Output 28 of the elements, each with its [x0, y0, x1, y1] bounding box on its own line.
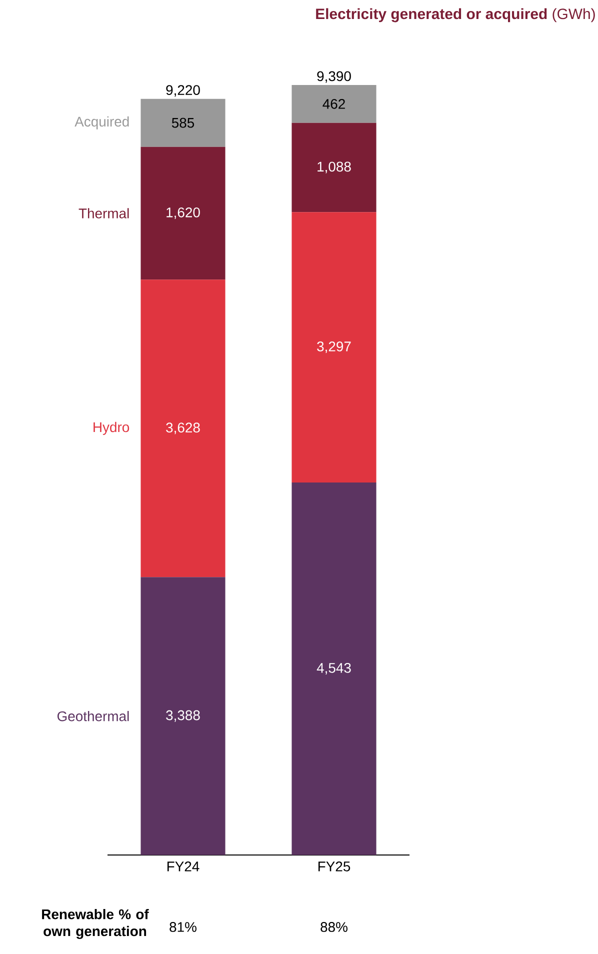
- data-label: 1,620: [166, 207, 200, 220]
- data-label: 3,628: [166, 422, 200, 434]
- data-label: 462: [322, 98, 345, 109]
- text: 81%: [170, 922, 196, 932]
- data-label: 3,297: [317, 342, 351, 354]
- total-label: 9,390: [317, 71, 351, 83]
- bar: [140, 146, 226, 280]
- series-label: Geothermal: [57, 710, 129, 722]
- series-label: Thermal: [78, 208, 129, 218]
- x-tick-label: FY24: [167, 862, 200, 872]
- text: Renewable % of own generation: [42, 908, 149, 939]
- bar: [292, 482, 376, 855]
- bar: [292, 84, 376, 123]
- data-label: 3,388: [166, 710, 200, 722]
- total-label: 9,220: [166, 85, 200, 97]
- text: 88%: [320, 922, 348, 932]
- x-tick-label: FY25: [318, 862, 350, 872]
- series-label: Acquired: [74, 116, 129, 130]
- bar: [292, 122, 376, 212]
- data-label: 4,543: [316, 662, 351, 674]
- bar: [140, 98, 226, 147]
- data-label: 585: [172, 118, 194, 128]
- data-label: 1,088: [318, 162, 351, 174]
- bar: [140, 280, 226, 578]
- bar: [140, 577, 226, 855]
- bar: [292, 212, 376, 482]
- series-label: Hydro: [94, 422, 130, 435]
- text: Electricity generated or acquired (GWh): [316, 8, 595, 22]
